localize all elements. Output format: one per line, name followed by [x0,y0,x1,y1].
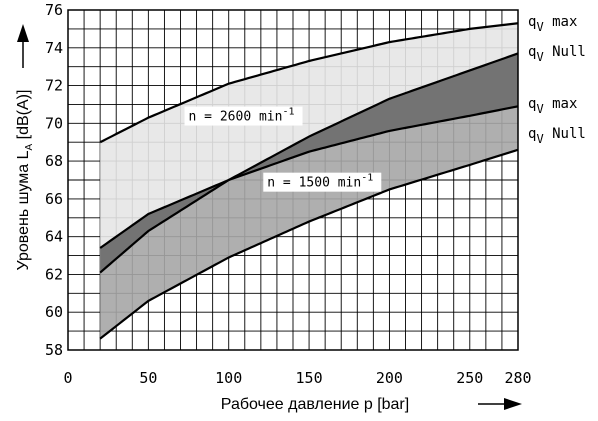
y-tick-label: 72 [45,77,63,95]
x-tick-label: 150 [296,369,323,387]
speed-annotation: n = 1500 min-1 [263,172,382,192]
plot-frame [67,9,519,351]
x-tick-label: 280 [504,369,531,387]
bands [100,23,518,339]
y-tick-labels: 58 60 62 64 66 68 70 72 74 76 [45,1,63,359]
x-tick-label: 100 [215,369,242,387]
curve-1 [99,52,518,274]
legend: qV max qV Null qV max qV Null [528,14,586,146]
curves [99,22,518,340]
y-tick-label: 66 [45,190,63,208]
band-overlap [100,53,518,273]
legend-item: qV Null [528,126,586,146]
curve-0 [99,22,518,144]
annotation-text: n = 1500 min-1 [267,173,373,191]
y-axis-label: Уровень шума LA [dB(A)] [15,90,35,271]
speed-annotation: n = 2600 min-1 [184,106,303,126]
y-tick-label: 62 [45,265,63,283]
legend-item: qV max [528,96,577,116]
y-tick-label: 64 [45,228,63,246]
y-tick-label: 58 [45,341,63,359]
y-tick-label: 60 [45,303,63,321]
x-tick-label: 50 [139,369,157,387]
x-tick-label: 0 [63,369,72,387]
band-2600 [100,23,518,273]
y-axis-arrow [17,24,29,68]
annotation-box [184,106,303,126]
speed-annotations: n = 2600 min-1 n = 1500 min-1 [184,106,382,192]
legend-item: qV Null [528,44,586,64]
x-axis-label: Рабочее давление p [bar] [221,396,409,413]
annotation-text: n = 2600 min-1 [189,107,295,125]
x-tick-labels: 0 50 100 150 200 250 280 [63,369,531,387]
legend-item: qV max [528,14,577,34]
band-1500 [100,106,518,339]
x-axis-arrow [478,398,522,410]
y-tick-label: 76 [45,1,63,19]
y-tick-label: 68 [45,152,63,170]
y-tick-label: 74 [45,39,63,57]
annotation-box [263,172,382,192]
x-tick-label: 200 [376,369,403,387]
x-tick-label: 250 [456,369,483,387]
y-tick-label: 70 [45,114,63,132]
curve-3 [99,148,518,340]
curve-2 [99,105,518,249]
